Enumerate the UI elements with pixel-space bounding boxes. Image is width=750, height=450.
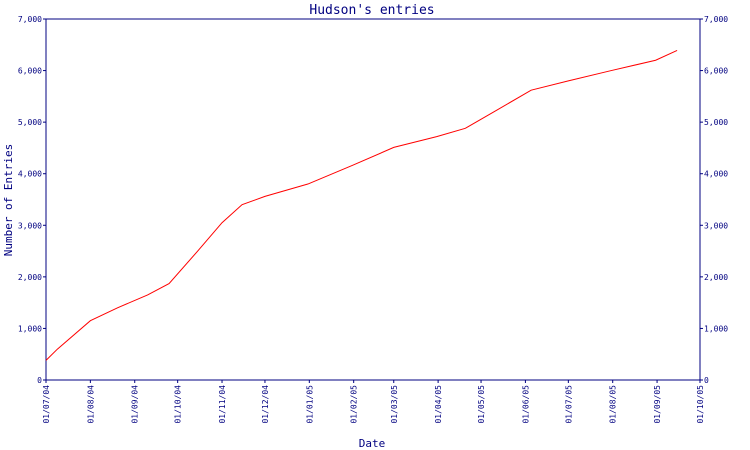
x-tick-label: 01/04/05 bbox=[434, 385, 443, 424]
x-tick-label: 01/08/04 bbox=[86, 385, 95, 424]
right-y-axis: 0 1,000 2,000 3,000 4,000 5,000 6,000 7,000 bbox=[700, 15, 728, 385]
x-tick-label: 01/09/05 bbox=[653, 385, 662, 424]
x-axis-title: Date bbox=[359, 437, 386, 450]
x-tick-label: 01/07/04 bbox=[42, 385, 51, 424]
series-line bbox=[45, 50, 678, 361]
x-tick-label: 01/10/05 bbox=[696, 385, 705, 424]
right-y-tick-label: 2,000 bbox=[704, 273, 728, 282]
chart-title: Hudson's entries bbox=[309, 3, 434, 18]
right-y-tick-label: 3,000 bbox=[704, 221, 728, 230]
left-y-tick-label: 2,000 bbox=[18, 273, 42, 282]
x-tick-label: 01/11/04 bbox=[218, 385, 227, 424]
x-tick-label: 01/07/05 bbox=[564, 385, 573, 424]
x-tick-label: 01/10/04 bbox=[174, 385, 183, 424]
x-tick-label: 01/12/04 bbox=[261, 385, 270, 424]
x-tick-label: 01/08/05 bbox=[609, 385, 618, 424]
x-axis: 01/07/04 01/08/04 01/09/04 01/10/04 01/11/04… bbox=[42, 380, 705, 424]
left-y-tick-label: 5,000 bbox=[18, 118, 42, 127]
left-y-tick-label: 3,000 bbox=[18, 221, 42, 230]
x-tick-label: 01/01/05 bbox=[305, 385, 314, 424]
right-y-tick-label: 4,000 bbox=[704, 170, 728, 179]
left-y-tick-label: 7,000 bbox=[18, 15, 42, 24]
left-y-axis: 0 1,000 2,000 3,000 4,000 5,000 6,000 7,000 bbox=[18, 15, 46, 385]
right-y-tick-label: 0 bbox=[704, 376, 709, 385]
series-layer bbox=[45, 50, 678, 361]
x-tick-label: 01/03/05 bbox=[390, 385, 399, 424]
left-y-tick-label: 6,000 bbox=[18, 67, 42, 76]
x-tick-label: 01/02/05 bbox=[350, 385, 359, 424]
right-y-tick-label: 1,000 bbox=[704, 324, 728, 333]
left-y-tick-label: 0 bbox=[37, 376, 42, 385]
right-y-tick-label: 7,000 bbox=[704, 15, 728, 24]
x-tick-label: 01/05/05 bbox=[477, 385, 486, 424]
left-y-tick-label: 1,000 bbox=[18, 324, 42, 333]
plot-area-frame bbox=[45, 18, 701, 381]
y-axis-title: Number of Entries bbox=[2, 144, 15, 257]
left-y-tick-label: 4,000 bbox=[18, 170, 42, 179]
x-tick-label: 01/06/05 bbox=[521, 385, 530, 424]
x-tick-label: 01/09/04 bbox=[131, 385, 140, 424]
right-y-tick-label: 5,000 bbox=[704, 118, 728, 127]
right-y-tick-label: 6,000 bbox=[704, 67, 728, 76]
